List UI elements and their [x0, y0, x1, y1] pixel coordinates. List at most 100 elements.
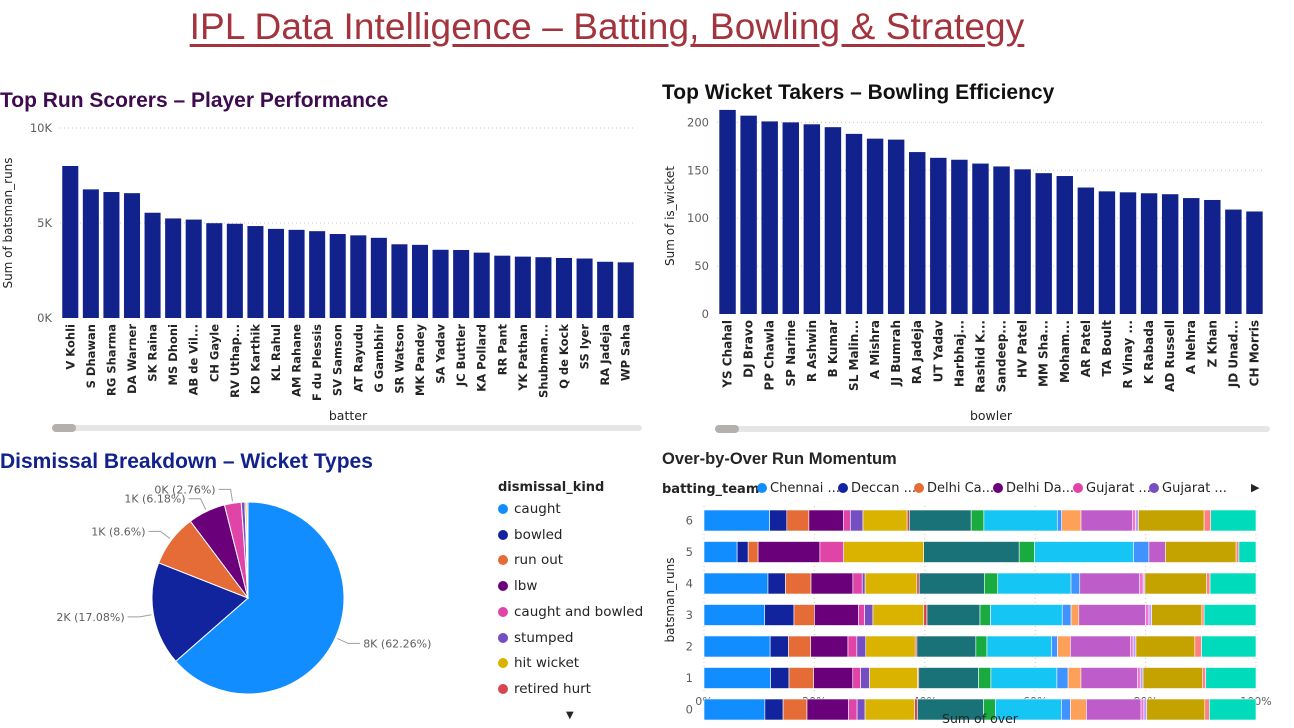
stacked-bar-segment[interactable]	[808, 509, 844, 532]
bar[interactable]	[226, 223, 243, 318]
legend-item[interactable]: hit wicket	[498, 655, 579, 671]
bar[interactable]	[206, 223, 223, 318]
stacked-bar-segment[interactable]	[862, 509, 908, 532]
bar[interactable]	[62, 166, 79, 318]
legend-item[interactable]: stumped	[498, 630, 573, 646]
legend-item[interactable]: retired hurt	[498, 681, 591, 697]
bar[interactable]	[1077, 187, 1095, 314]
pie-slice[interactable]	[175, 501, 345, 695]
stacked-bar-segment[interactable]	[767, 572, 786, 595]
bar[interactable]	[555, 257, 573, 318]
stacked-bar-segment[interactable]	[843, 509, 851, 532]
bar[interactable]	[597, 261, 614, 318]
stacked-bar-segment[interactable]	[979, 604, 991, 626]
stacked-bar-segment[interactable]	[793, 604, 815, 626]
bar[interactable]	[288, 229, 305, 318]
legend-item[interactable]: caught	[498, 501, 561, 517]
legend-scroll-down-icon[interactable]: ▼	[566, 710, 574, 721]
stacked-bar-segment[interactable]	[1078, 604, 1146, 626]
stacked-bar-segment[interactable]	[764, 604, 795, 626]
stacked-bar-segment[interactable]	[1067, 667, 1082, 689]
stacked-bar-segment[interactable]	[810, 572, 854, 595]
bar[interactable]	[1119, 192, 1137, 314]
stacked-bar-segment[interactable]	[997, 572, 1072, 595]
stacked-bar-segment[interactable]	[703, 509, 770, 532]
bar[interactable]	[453, 249, 470, 318]
scrollbar-track[interactable]	[715, 426, 1270, 432]
stacked-bar-segment[interactable]	[1139, 667, 1144, 689]
stacked-bar-segment[interactable]	[983, 509, 1058, 532]
stacked-bar-segment[interactable]	[1056, 667, 1069, 689]
stacked-bar-segment[interactable]	[1206, 572, 1211, 595]
stacked-bar-segment[interactable]	[926, 604, 981, 626]
stacked-bar-segment[interactable]	[1140, 698, 1145, 721]
runs-chart[interactable]: 0K 5K 10K V Kohli S Dhawan RG Sharma DA Warner…	[0, 115, 650, 435]
stacked-bar-segment[interactable]	[764, 698, 784, 721]
stacked-bar-segment[interactable]	[1056, 509, 1062, 532]
dismissal-pie-chart[interactable]: 8K (62.26%) 2K (17.08%) 1K (8.6%) 1K (6.18%…	[0, 478, 495, 718]
stacked-bar-segment[interactable]	[923, 604, 928, 626]
bar[interactable]	[866, 138, 884, 314]
bar[interactable]	[576, 258, 593, 318]
stacked-bar-segment[interactable]	[1070, 635, 1131, 658]
stacked-bar-segment[interactable]	[788, 667, 814, 689]
bar[interactable]	[165, 218, 182, 318]
pie-slice[interactable]	[246, 501, 249, 599]
stacked-bar-segment[interactable]	[916, 572, 920, 595]
stacked-bar-segment[interactable]	[923, 541, 1020, 563]
stacked-bar-segment[interactable]	[703, 698, 766, 721]
stacked-bar-segment[interactable]	[1238, 541, 1257, 563]
stacked-bar-segment[interactable]	[852, 572, 863, 595]
stacked-bar-segment[interactable]	[1235, 541, 1240, 563]
stacked-bar-segment[interactable]	[1070, 572, 1081, 595]
stacked-bar-segment[interactable]	[769, 635, 789, 658]
stacked-bar-segment[interactable]	[1210, 509, 1257, 532]
legend-item[interactable]: Delhi Da...	[993, 481, 1074, 496]
stacked-bar-segment[interactable]	[856, 698, 866, 721]
stacked-bar-segment[interactable]	[813, 667, 854, 689]
stacked-bar-segment[interactable]	[703, 572, 769, 595]
stacked-bar-segment[interactable]	[1130, 635, 1134, 658]
stacked-bar-segment[interactable]	[806, 698, 849, 721]
bar[interactable]	[247, 226, 264, 318]
bar[interactable]	[103, 192, 120, 318]
legend-item[interactable]: Gujarat ...	[1073, 481, 1151, 496]
stacked-bar-segment[interactable]	[1061, 604, 1072, 626]
stacked-bar-segment[interactable]	[1144, 572, 1207, 595]
bar[interactable]	[514, 256, 531, 318]
scrollbar-thumb[interactable]	[52, 424, 76, 432]
stacked-bar-segment[interactable]	[860, 667, 870, 689]
stacked-bar-segment[interactable]	[849, 509, 864, 532]
bar[interactable]	[1140, 193, 1158, 314]
bar[interactable]	[887, 139, 905, 314]
stacked-bar-segment[interactable]	[1142, 667, 1203, 689]
stacked-bar-segment[interactable]	[1051, 635, 1058, 658]
stacked-bar-segment[interactable]	[861, 572, 866, 595]
stacked-bar-segment[interactable]	[1165, 541, 1237, 563]
stacked-bar-segment[interactable]	[703, 667, 771, 689]
stacked-bar-segment[interactable]	[782, 698, 808, 721]
bar[interactable]	[82, 189, 99, 318]
stacked-bar-segment[interactable]	[1132, 509, 1136, 532]
bar[interactable]	[993, 166, 1010, 314]
bar[interactable]	[432, 249, 449, 318]
stacked-bar-segment[interactable]	[769, 509, 788, 532]
stacked-bar-segment[interactable]	[869, 667, 918, 689]
stacked-bar-segment[interactable]	[1145, 604, 1150, 626]
bar[interactable]	[494, 255, 511, 318]
stacked-bar-segment[interactable]	[1070, 604, 1080, 626]
stacked-bar-segment[interactable]	[984, 572, 999, 595]
legend-item[interactable]: Deccan ...	[838, 481, 916, 496]
bar[interactable]	[972, 163, 989, 314]
stacked-bar-segment[interactable]	[858, 604, 865, 626]
stacked-bar-segment[interactable]	[1201, 604, 1205, 626]
stacked-bar-segment[interactable]	[703, 604, 766, 626]
bar[interactable]	[1035, 173, 1052, 314]
bar[interactable]	[803, 124, 821, 314]
stacked-bar-segment[interactable]	[1018, 541, 1035, 563]
bar[interactable]	[824, 127, 842, 315]
legend-item[interactable]: run out	[498, 552, 563, 568]
stacked-bar-segment[interactable]	[1194, 635, 1202, 658]
stacked-bar-segment[interactable]	[1151, 604, 1203, 626]
stacked-bar-segment[interactable]	[786, 509, 810, 532]
